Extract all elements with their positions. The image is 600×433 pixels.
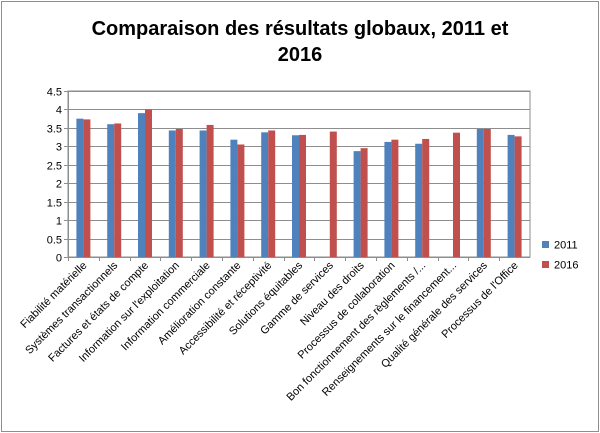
- y-tick-label: 0: [56, 253, 62, 265]
- legend-label: 2011: [554, 240, 578, 252]
- y-tick-label: 1: [56, 216, 62, 228]
- bar-2011: [384, 141, 392, 257]
- bar-2011: [107, 124, 115, 257]
- legend-swatch-2016: [542, 261, 549, 268]
- y-tick-label: 4.5: [47, 87, 62, 99]
- legend-label: 2016: [554, 260, 578, 272]
- bar-2011: [476, 129, 484, 257]
- bar-2016: [360, 148, 368, 257]
- bar-2011: [76, 118, 84, 257]
- y-tick-label: 3.5: [47, 124, 62, 136]
- bar-2011: [292, 135, 299, 257]
- y-tick-label: 4: [56, 105, 62, 117]
- bar-2016: [299, 134, 306, 257]
- chart-title-line-1: Comparaison des résultats globaux, 2011 …: [91, 18, 509, 40]
- bar-2016: [453, 132, 460, 257]
- bar-2011: [415, 143, 423, 257]
- bar-2016: [175, 129, 183, 257]
- legend-swatch-2011: [542, 241, 549, 248]
- bar-2011: [353, 151, 361, 257]
- bar-2016: [514, 136, 522, 257]
- bar-2016: [145, 109, 152, 257]
- bar-2016: [237, 144, 245, 257]
- bar-2011: [230, 139, 238, 257]
- y-tick-label: 0.5: [47, 235, 62, 247]
- bar-2016: [329, 131, 337, 257]
- y-tick-label: 2.5: [47, 161, 62, 173]
- y-tick-label: 1.5: [47, 198, 62, 210]
- bar-2011: [199, 130, 207, 257]
- bar-2016: [391, 139, 399, 257]
- bar-2011: [168, 130, 176, 257]
- bar-2016: [83, 119, 91, 258]
- bar-2016: [206, 124, 214, 257]
- y-tick-label: 2: [56, 179, 62, 191]
- chart-title-line-2: 2016: [277, 44, 323, 66]
- bar-2011: [261, 132, 269, 257]
- bar-2016: [268, 130, 276, 257]
- bar-2011: [138, 113, 145, 257]
- y-tick-label: 3: [56, 142, 62, 154]
- bar-2016: [422, 138, 430, 257]
- bar-2016: [483, 129, 491, 257]
- bar-2011: [507, 134, 515, 257]
- bar-2016: [114, 123, 122, 258]
- chart-title: Comparaison des résultats globaux, 2011 …: [2, 16, 598, 68]
